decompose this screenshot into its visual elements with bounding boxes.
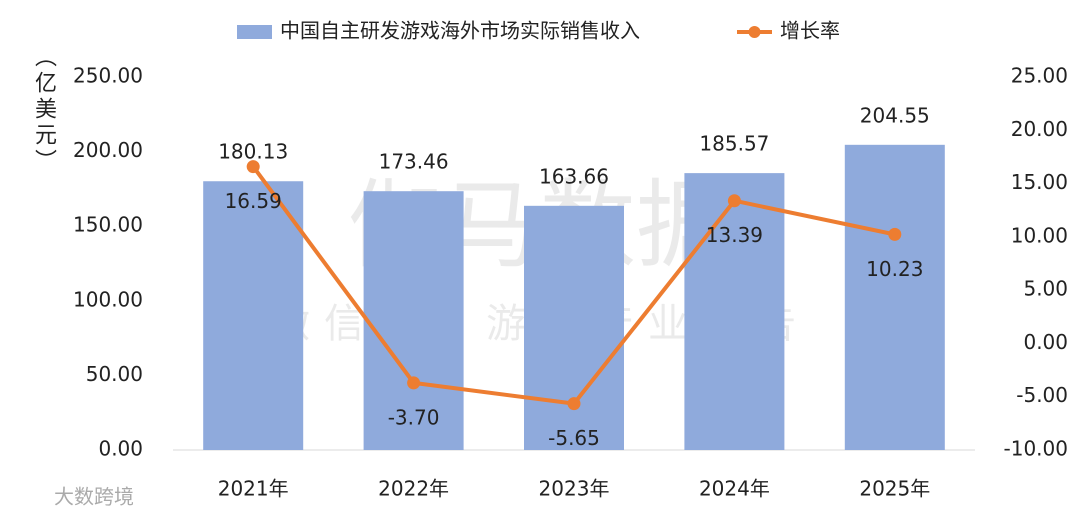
- y-tick-label: 50.00: [86, 362, 143, 386]
- bar: [524, 205, 624, 450]
- y-tick-label: 0.00: [98, 437, 143, 461]
- y-tick-label: 100.00: [73, 287, 143, 311]
- bar-value-label: 185.57: [699, 132, 769, 156]
- y2-tick-label: 25.00: [1011, 64, 1068, 88]
- bar: [203, 181, 304, 450]
- legend-label: 中国自主研发游戏海外市场实际销售收入: [280, 19, 640, 43]
- line-value-label: -5.65: [548, 426, 600, 450]
- line-value-label: -3.70: [388, 405, 440, 429]
- line-value-label: 16.59: [225, 189, 282, 213]
- line-point: [246, 160, 260, 174]
- legend-label: 增长率: [780, 19, 840, 43]
- watermark: 大数跨境: [54, 485, 134, 509]
- bar-value-label: 163.66: [539, 164, 609, 188]
- line-value-label: 13.39: [706, 223, 763, 247]
- line-point: [407, 376, 421, 390]
- y2-tick-label: 20.00: [1011, 117, 1068, 141]
- x-tick-label: 2025年: [859, 477, 930, 501]
- x-tick-label: 2021年: [218, 477, 289, 501]
- x-tick-label: 2022年: [378, 477, 449, 501]
- legend-swatch: [237, 25, 272, 39]
- y2-tick-label: 15.00: [1011, 170, 1068, 194]
- x-tick-label: 2023年: [539, 477, 610, 501]
- y-axis-label: （亿美元）: [31, 45, 57, 175]
- bar-value-label: 173.46: [379, 150, 449, 174]
- line-point: [888, 227, 902, 241]
- x-tick-label: 2024年: [699, 477, 770, 501]
- bar-value-label: 180.13: [218, 140, 288, 164]
- bar: [684, 173, 785, 450]
- y2-tick-label: -5.00: [1016, 383, 1068, 407]
- line-point: [567, 397, 581, 411]
- bar-value-label: 204.55: [860, 103, 930, 127]
- y-tick-label: 150.00: [73, 213, 143, 237]
- line-point: [727, 194, 741, 208]
- line-value-label: 10.23: [866, 257, 923, 281]
- y-tick-label: 250.00: [73, 64, 143, 88]
- y2-tick-label: 0.00: [1023, 330, 1068, 354]
- legend-swatch: [748, 26, 761, 38]
- y-tick-label: 200.00: [73, 138, 143, 162]
- bar: [363, 191, 464, 450]
- y2-tick-label: -10.00: [1004, 437, 1068, 461]
- y2-tick-label: 10.00: [1011, 223, 1068, 247]
- bar: [844, 144, 945, 450]
- y2-tick-label: 5.00: [1023, 277, 1068, 301]
